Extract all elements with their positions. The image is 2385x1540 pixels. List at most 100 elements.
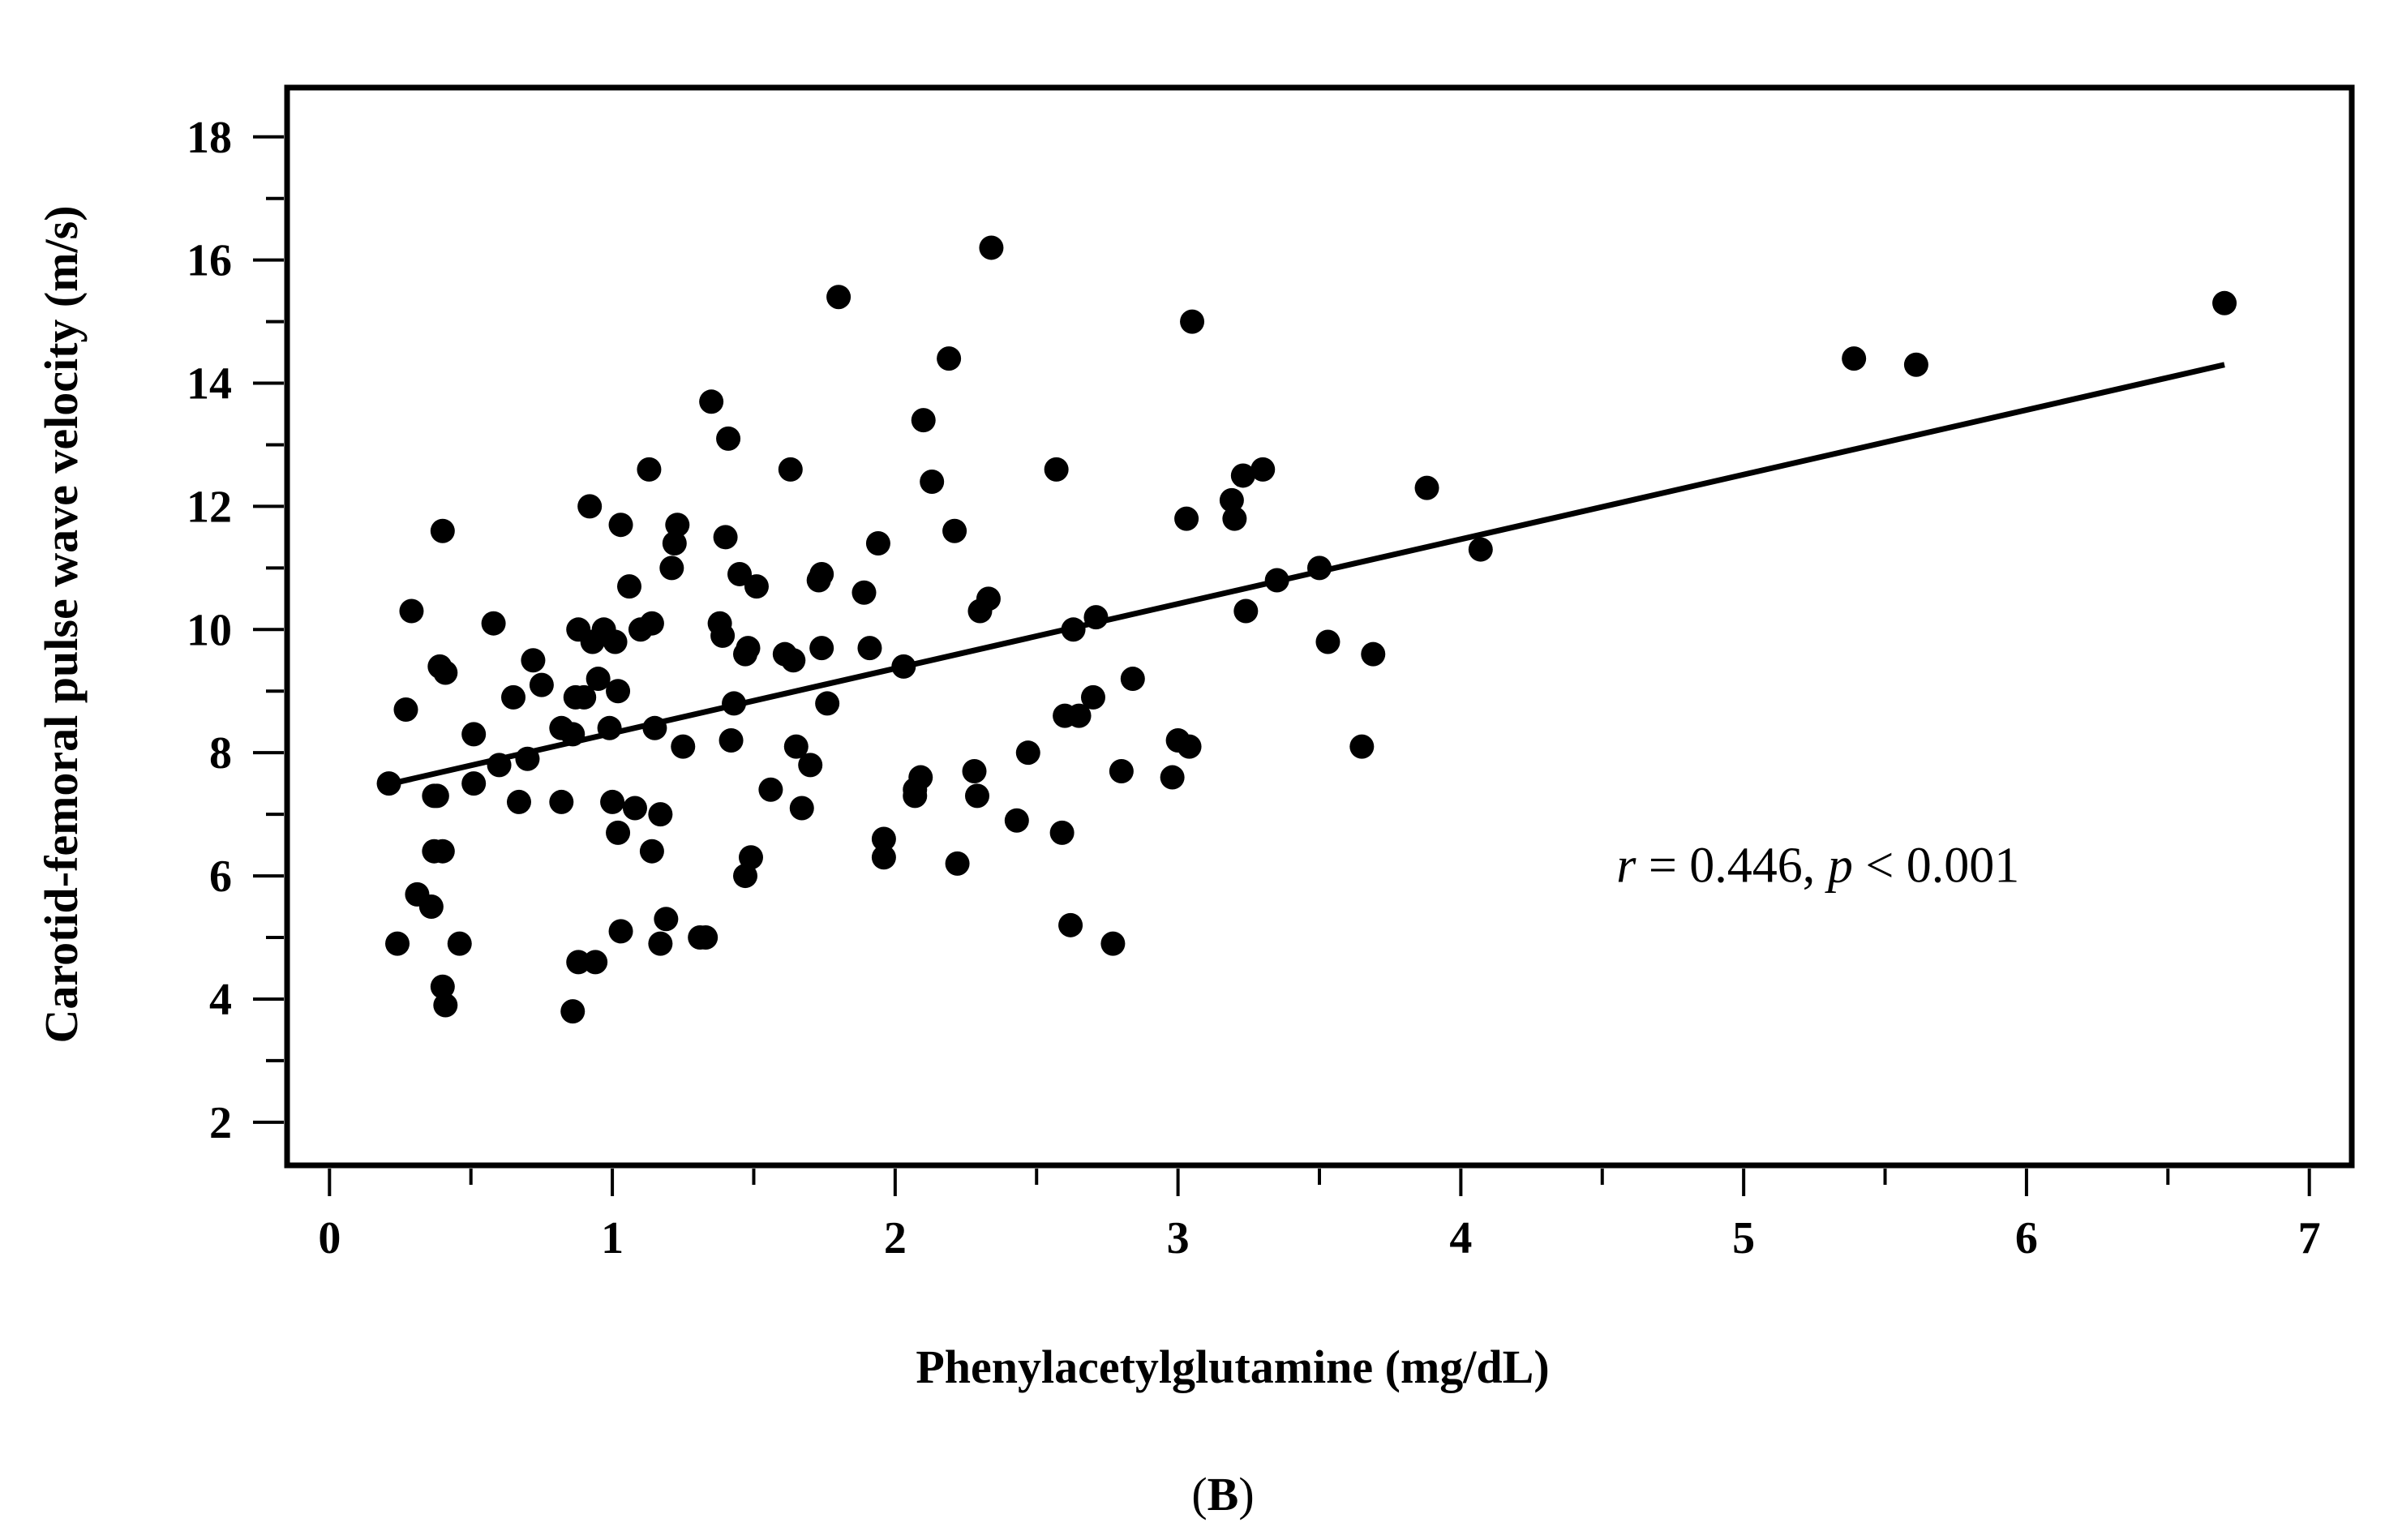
data-point <box>1080 684 1105 710</box>
data-point <box>733 864 758 889</box>
data-point <box>566 950 591 975</box>
y-tick-label: 12 <box>187 482 232 532</box>
panel-letter: B <box>1208 1468 1239 1521</box>
data-point <box>945 851 970 876</box>
data-point <box>744 574 769 599</box>
data-point <box>815 691 840 716</box>
data-point <box>826 285 851 310</box>
x-tick-label: 1 <box>601 1213 624 1263</box>
p-symbol: p <box>1825 839 1853 894</box>
data-point <box>608 513 633 538</box>
data-point <box>662 530 687 556</box>
data-point <box>1044 457 1069 482</box>
y-axis: 2 4 6 8 10 12 14 16 18 <box>187 113 284 1148</box>
data-point <box>1120 667 1145 692</box>
data-point <box>736 636 761 661</box>
data-point <box>648 802 673 827</box>
data-point <box>606 679 631 704</box>
x-tick-label: 5 <box>1732 1213 1755 1263</box>
data-point <box>560 999 586 1024</box>
r-value: = 0.446, <box>1636 839 1827 894</box>
data-point <box>597 715 622 740</box>
data-point <box>393 697 418 723</box>
data-point <box>385 931 410 956</box>
data-point <box>798 753 823 778</box>
data-point <box>2212 290 2237 315</box>
data-point <box>1160 765 1185 790</box>
data-point <box>911 408 936 433</box>
data-point <box>719 727 744 753</box>
panel-label: (B) <box>1191 1468 1254 1521</box>
data-point <box>1100 931 1126 956</box>
data-point <box>891 654 916 679</box>
data-point <box>871 845 896 870</box>
data-point <box>481 611 506 636</box>
data-point <box>713 525 738 550</box>
x-tick-label: 2 <box>884 1213 907 1263</box>
data-point <box>865 530 890 556</box>
data-point <box>920 470 945 495</box>
data-point <box>586 667 611 692</box>
data-point <box>738 845 763 870</box>
data-point <box>1230 463 1255 488</box>
regression-line <box>391 362 2225 787</box>
data-point <box>399 598 424 624</box>
x-tick-label: 3 <box>1167 1213 1190 1263</box>
y-tick-label: 18 <box>187 113 232 163</box>
data-point <box>1177 734 1202 759</box>
data-point <box>639 839 664 864</box>
data-point <box>1842 346 1867 371</box>
correlation-annotation: r = 0.446, p < 0.001 <box>1616 839 2019 894</box>
y-axis-title: Carotid-femoral pulse wave velocity (m/s… <box>35 205 88 1043</box>
data-point <box>606 820 631 845</box>
data-point <box>659 556 684 581</box>
x-tick-label: 6 <box>2015 1213 2038 1263</box>
data-point <box>600 789 625 814</box>
x-tick-label: 4 <box>1449 1213 1472 1263</box>
data-point <box>964 783 989 809</box>
data-point <box>529 672 554 697</box>
data-point <box>1058 912 1083 937</box>
data-point <box>1903 352 1928 377</box>
data-point <box>549 789 574 814</box>
data-point <box>487 753 512 778</box>
data-point <box>1468 537 1493 562</box>
data-point <box>758 777 783 802</box>
data-point <box>979 235 1004 260</box>
data-point <box>942 518 967 543</box>
data-point <box>908 765 933 790</box>
data-point <box>809 561 834 586</box>
data-point <box>699 389 724 414</box>
data-point <box>809 636 834 661</box>
data-point <box>501 684 526 710</box>
data-point <box>781 648 806 673</box>
x-axis: 0 1 2 3 4 5 6 7 <box>318 1169 2321 1263</box>
data-point <box>424 783 449 809</box>
data-point <box>727 561 753 586</box>
data-point <box>521 648 546 673</box>
data-point <box>560 722 586 747</box>
data-point <box>1180 309 1205 334</box>
data-point <box>1307 556 1332 581</box>
data-point <box>447 931 472 956</box>
y-tick-label: 4 <box>209 975 232 1025</box>
data-point <box>1222 506 1247 531</box>
data-point <box>617 574 642 599</box>
data-point <box>1049 820 1075 845</box>
r-symbol: r <box>1616 839 1636 894</box>
data-point <box>903 783 928 809</box>
data-point <box>515 746 540 771</box>
data-point <box>871 826 896 852</box>
data-point <box>577 494 603 519</box>
x-axis-title: Phenylacetylglutamine (mg/dL) <box>916 1341 1549 1393</box>
data-point <box>783 734 809 759</box>
data-point <box>572 684 597 710</box>
x-tick-label: 7 <box>2298 1213 2321 1263</box>
y-tick-label: 2 <box>209 1098 232 1148</box>
data-point <box>430 839 455 864</box>
data-point <box>1061 617 1086 642</box>
data-point <box>433 993 458 1018</box>
data-point <box>671 734 696 759</box>
data-point <box>1004 808 1029 833</box>
data-point <box>1414 475 1439 500</box>
